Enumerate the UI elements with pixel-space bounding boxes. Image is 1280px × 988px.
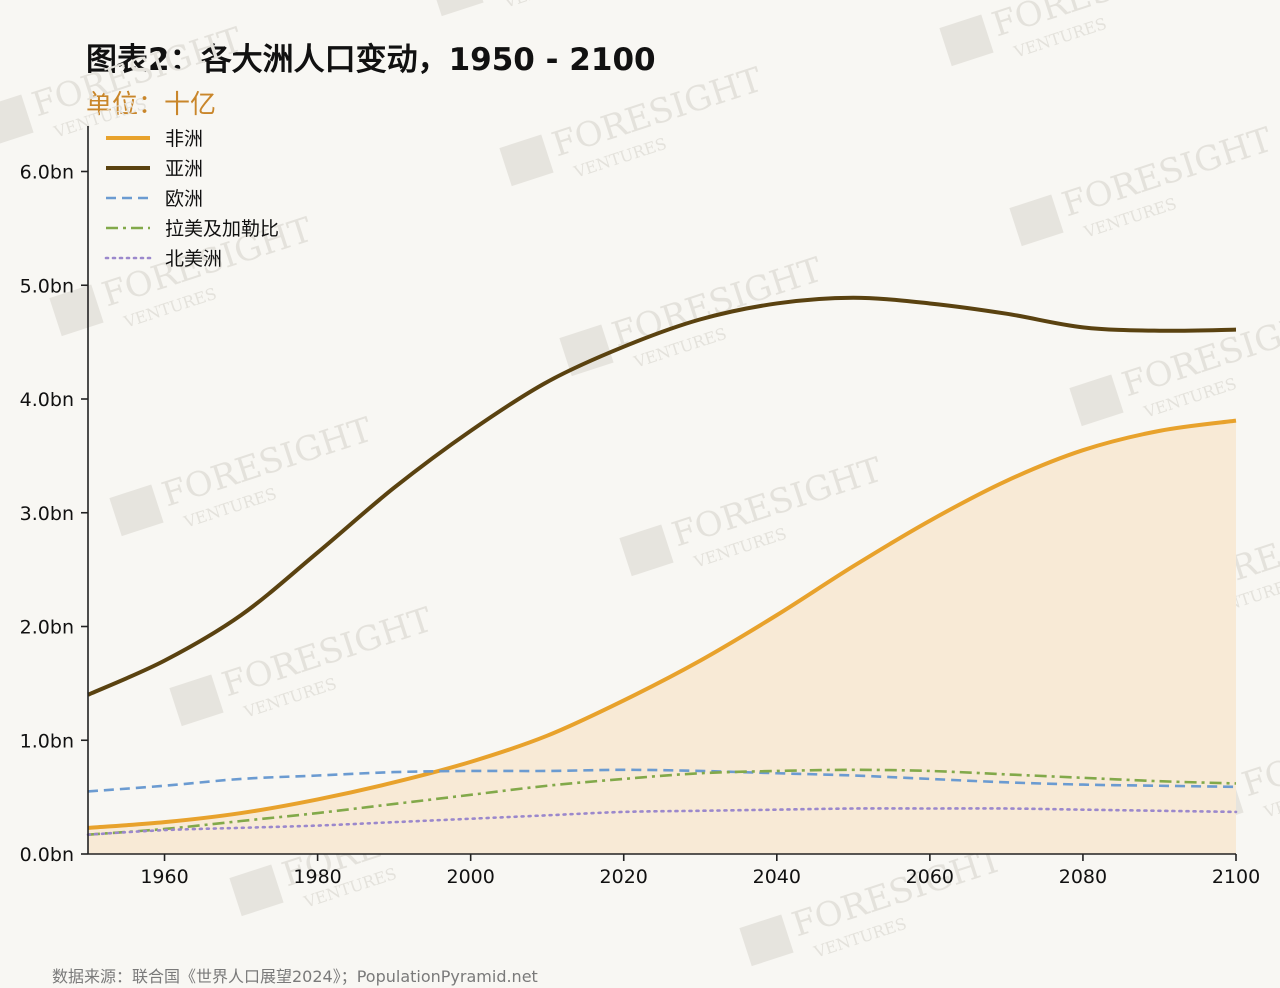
watermark-logo [619, 524, 674, 577]
series-line-4 [86, 807, 1238, 836]
watermark-logo [229, 864, 284, 917]
y-tick-label: 6.0bn [20, 162, 74, 184]
y-tick-label: 0.0bn [20, 844, 74, 866]
series-line-layer [86, 295, 1238, 836]
x-tick-label: 2080 [1059, 866, 1107, 888]
watermark-logo [109, 484, 164, 537]
y-tick-label: 5.0bn [20, 275, 74, 297]
watermark-logo [0, 94, 34, 147]
x-tick-label: 2020 [600, 866, 648, 888]
watermark-logo [939, 14, 994, 67]
watermark-logo [499, 134, 554, 187]
series-line-3 [87, 768, 1237, 836]
legend-label-1: 亚洲 [165, 158, 203, 180]
legend-label-2: 欧洲 [165, 188, 203, 210]
watermark-logo [169, 674, 224, 727]
x-tick-label: 2000 [446, 866, 494, 888]
legend-label-3: 拉美及加勒比 [165, 218, 279, 240]
y-tick-label: 4.0bn [20, 389, 74, 411]
legend-label-0: 非洲 [165, 128, 203, 150]
y-tick-label: 2.0bn [20, 617, 74, 639]
x-tick-label: 1960 [140, 866, 188, 888]
x-tick-label: 1980 [293, 866, 341, 888]
data-source-note: 数据来源：联合国《世界人口展望2024》；PopulationPyramid.n… [52, 967, 538, 986]
y-tick-label: 3.0bn [20, 503, 74, 525]
series-line-0 [87, 418, 1237, 830]
watermark-logo [429, 0, 484, 17]
watermark-logo [739, 914, 794, 967]
watermark-logo [1009, 194, 1064, 247]
chart-title: 图表2：各大洲人口变动，1950 - 2100 [86, 42, 656, 78]
legend-label-4: 北美洲 [165, 248, 222, 270]
area-fill-layer [88, 420, 1236, 854]
watermark-logo [1069, 374, 1124, 427]
x-tick-label: 2100 [1212, 866, 1260, 888]
watermark-tagline: VENTURES [501, 0, 599, 12]
series-area-0 [88, 420, 1236, 854]
axes-layer: 0.0bn 1.0bn 2.0bn 3.0bn 4.0bn 5.0bn 6.0bn 1960 1… [20, 126, 1260, 888]
chart-subtitle: 单位：十亿 [86, 90, 217, 120]
series-line-1 [87, 295, 1237, 697]
x-tick-label: 2060 [906, 866, 954, 888]
watermark-logo [559, 324, 614, 377]
x-tick-label: 2040 [753, 866, 801, 888]
watermark-logo [49, 284, 104, 337]
watermark-brand: FORESIGHT [1237, 700, 1280, 806]
y-tick-label: 1.0bn [20, 730, 74, 752]
